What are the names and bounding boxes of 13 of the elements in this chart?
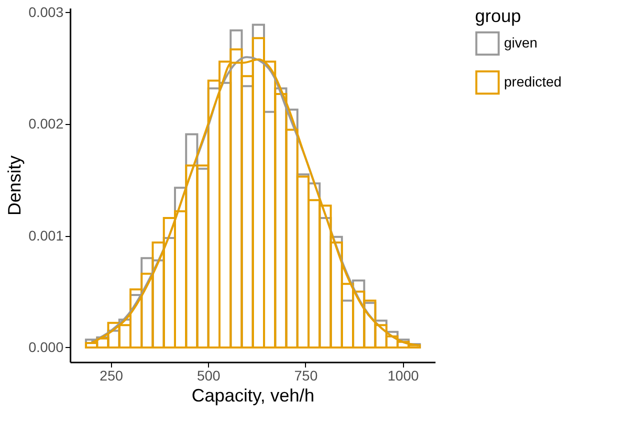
legend-label: predicted <box>504 74 562 90</box>
y-tick-label: 0.001 <box>28 227 64 244</box>
y-tick-label: 0.000 <box>28 338 64 355</box>
legend-title: group <box>475 6 522 26</box>
legend-label: given <box>504 34 538 50</box>
x-tick-label: 500 <box>196 368 221 384</box>
y-tick-label: 0.003 <box>28 4 64 20</box>
x-tick-label: 250 <box>100 368 124 384</box>
y-axis-title: Density <box>4 155 24 216</box>
x-tick-label: 750 <box>294 368 318 384</box>
x-tick-label: 1000 <box>388 368 419 384</box>
x-axis-title: Capacity, veh/h <box>192 386 314 406</box>
y-tick-label: 0.002 <box>28 116 64 132</box>
